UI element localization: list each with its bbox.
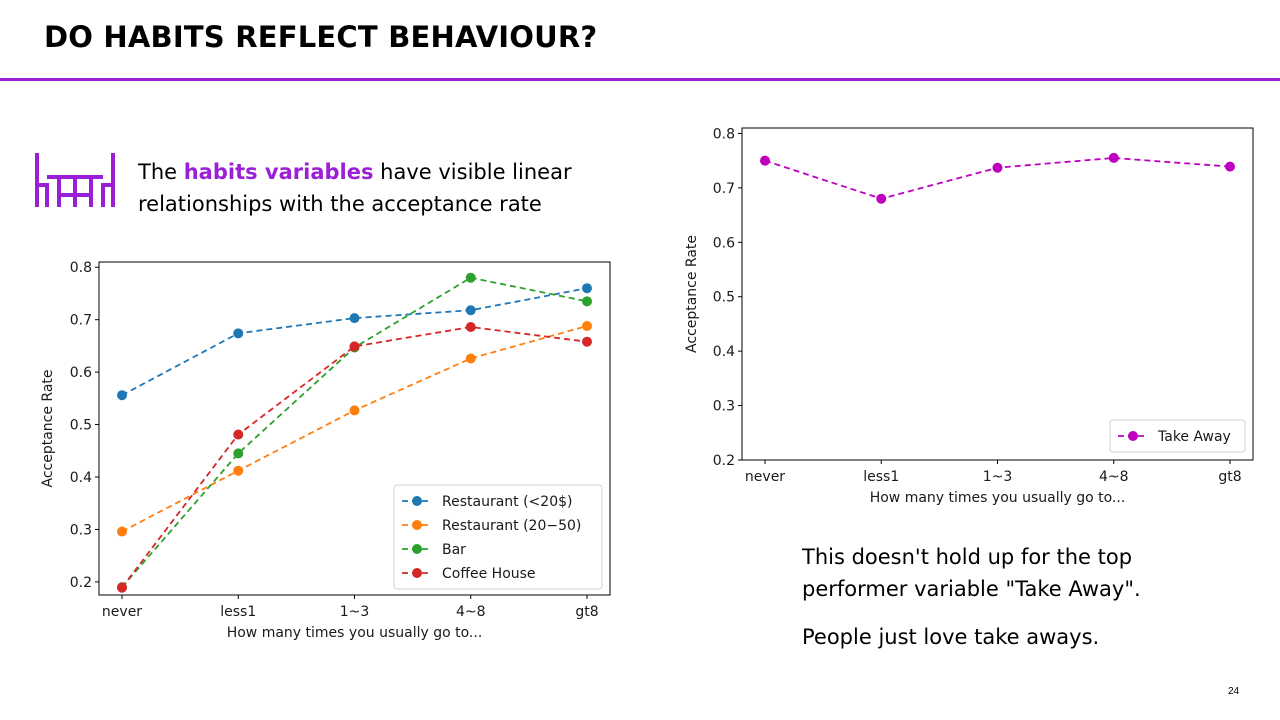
intro-highlight: habits variables xyxy=(183,160,374,184)
left-data-point xyxy=(349,341,360,352)
right-x-tick-label: never xyxy=(745,469,785,485)
left-y-tick-label: 0.3 xyxy=(70,522,92,538)
left-data-point xyxy=(233,429,244,440)
right-y-tick-label: 0.5 xyxy=(713,290,735,306)
right-data-point xyxy=(1108,152,1119,163)
intro-text: The habits variables have visible linear… xyxy=(138,156,608,220)
habits-acceptance-chart: 0.2 0.3 0.4 0.5 0.6 0.7 0.8 never less1 1~3 4~8 gt8… xyxy=(40,260,611,641)
right-data-point xyxy=(760,155,770,166)
left-data-point xyxy=(465,353,476,364)
right-x-axis-label: How many times you usually go to... xyxy=(870,490,1126,506)
right-x-tick-label: less1 xyxy=(863,469,899,485)
right-y-tick-label: 0.2 xyxy=(713,453,735,469)
left-data-point xyxy=(349,405,360,416)
left-data-point xyxy=(117,526,127,537)
right-legend-marker xyxy=(1128,431,1138,441)
intro-suffix: have visible linear relationships with t… xyxy=(138,160,572,216)
left-legend-marker xyxy=(412,496,422,506)
left-data-point xyxy=(465,305,476,316)
left-data-point xyxy=(233,465,244,476)
left-y-tick-label: 0.5 xyxy=(70,418,92,434)
right-legend-box xyxy=(1109,419,1246,453)
right-y-tick-label: 0.8 xyxy=(713,126,735,142)
right-legend-label: Take Away xyxy=(1157,429,1231,445)
right-x-tick-label: gt8 xyxy=(1218,469,1241,485)
left-x-axis-label: How many times you usually go to... xyxy=(227,625,483,641)
left-series-line-0 xyxy=(121,287,588,396)
right-y-tick-label: 0.6 xyxy=(713,235,735,251)
left-y-tick-label: 0.6 xyxy=(70,365,92,381)
left-data-point xyxy=(582,336,592,347)
right-y-axis-label: Acceptance Rate xyxy=(684,235,700,353)
left-data-point xyxy=(117,582,127,593)
left-legend-marker xyxy=(412,568,422,578)
left-data-point xyxy=(465,272,476,283)
left-data-point xyxy=(582,320,592,331)
right-y-tick-label: 0.7 xyxy=(713,181,735,197)
left-y-tick-label: 0.7 xyxy=(70,313,92,329)
left-x-tick-label: 1~3 xyxy=(340,604,370,620)
left-data-point xyxy=(117,390,127,401)
left-x-tick-label: gt8 xyxy=(575,604,598,620)
left-data-point xyxy=(349,313,360,324)
right-x-tick-label: 4~8 xyxy=(1099,469,1129,485)
intro-prefix: The xyxy=(138,160,184,184)
right-x-tick-label: 1~3 xyxy=(983,469,1013,485)
left-legend-marker xyxy=(412,544,422,554)
left-x-tick-label: less1 xyxy=(220,604,256,620)
left-y-tick-label: 0.2 xyxy=(70,575,92,591)
takeaway-acceptance-chart: 0.2 0.3 0.4 0.5 0.6 0.7 0.8 never less1 1~3 4~8 gt8… xyxy=(684,126,1254,506)
left-x-tick-label: 4~8 xyxy=(456,604,486,620)
note-love-takeaways: People just love take aways. xyxy=(802,625,1100,649)
right-y-tick-label: 0.4 xyxy=(713,344,735,360)
left-series-line-3 xyxy=(121,326,588,589)
left-legend-marker xyxy=(412,520,422,530)
left-y-axis-label: Acceptance Rate xyxy=(40,369,56,487)
left-data-point xyxy=(582,296,592,307)
left-legend-label: Restaurant (20−50) xyxy=(442,518,581,534)
left-data-point xyxy=(465,322,476,333)
title-divider xyxy=(0,78,1280,81)
right-data-point xyxy=(876,193,887,204)
right-y-tick-label: 0.3 xyxy=(713,399,735,415)
table-chairs-icon xyxy=(35,153,115,207)
left-data-point xyxy=(233,328,244,339)
right-data-point xyxy=(1225,161,1235,172)
left-y-tick-label: 0.8 xyxy=(70,260,92,276)
left-legend-label: Bar xyxy=(442,542,466,558)
right-data-point xyxy=(992,162,1003,173)
left-data-point xyxy=(582,283,592,294)
slide-title: DO HABITS REFLECT BEHAVIOUR? xyxy=(44,20,598,54)
page-number: 24 xyxy=(1228,686,1240,697)
left-legend-label: Restaurant (<20$) xyxy=(442,494,572,510)
left-legend-box xyxy=(393,484,603,590)
left-y-tick-label: 0.4 xyxy=(70,470,92,486)
left-x-tick-label: never xyxy=(102,604,142,620)
left-data-point xyxy=(233,448,244,459)
note-takeaway-exception: This doesn't hold up for the top perform… xyxy=(802,545,1141,601)
right-plot-frame xyxy=(741,127,1254,461)
left-legend-label: Coffee House xyxy=(442,566,536,582)
